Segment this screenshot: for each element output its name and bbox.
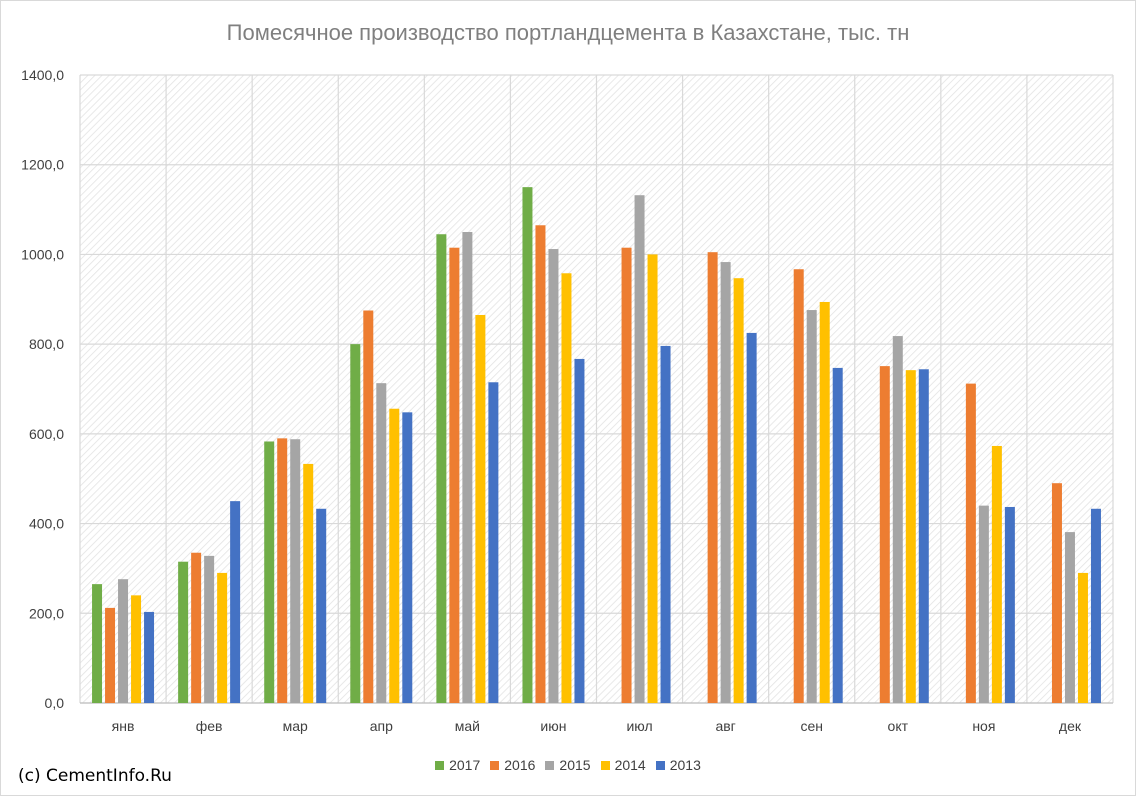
bar-2013-фев xyxy=(230,501,241,703)
bar-2017-апр xyxy=(350,344,361,703)
bar-2014-июл xyxy=(647,254,658,703)
legend-label: 2016 xyxy=(504,757,536,773)
x-tick-label: июл xyxy=(626,718,652,734)
x-tick-label: май xyxy=(455,718,480,734)
bar-2015-дек xyxy=(1064,532,1075,703)
bar-2014-сен xyxy=(819,301,830,703)
bar-2016-мар xyxy=(277,438,288,703)
bar-2014-ноя xyxy=(991,445,1002,703)
x-tick-label: ноя xyxy=(972,718,995,734)
bar-2014-янв xyxy=(131,595,142,703)
bar-2016-янв xyxy=(105,607,116,703)
bar-2015-янв xyxy=(118,579,129,703)
bar-2013-дек xyxy=(1090,508,1101,703)
bar-2013-май xyxy=(488,382,499,703)
y-tick-label: 200,0 xyxy=(29,605,64,621)
bar-2017-май xyxy=(436,234,447,703)
y-tick-label: 400,0 xyxy=(29,516,64,532)
bar-2014-дек xyxy=(1077,572,1088,703)
legend-label: 2013 xyxy=(669,757,701,773)
bar-2015-апр xyxy=(376,383,387,703)
bar-2015-мар xyxy=(290,439,301,703)
bar-2017-фев xyxy=(178,561,189,703)
legend-swatch xyxy=(600,760,610,770)
legend-swatch xyxy=(490,760,500,770)
bar-2013-ноя xyxy=(1004,506,1015,703)
bar-2013-июн xyxy=(574,358,585,703)
bar-2015-фев xyxy=(204,555,215,703)
y-tick-label: 800,0 xyxy=(29,336,64,352)
chart-legend: 2017 2016 2015 2014 2013 xyxy=(0,757,1136,773)
bar-2016-окт xyxy=(879,366,890,703)
bar-2014-июн xyxy=(561,273,572,703)
bar-2014-апр xyxy=(389,408,400,703)
legend-swatch xyxy=(435,760,445,770)
x-tick-label: авг xyxy=(715,718,735,734)
bar-2017-июн xyxy=(522,187,533,704)
legend-swatch xyxy=(655,760,665,770)
bar-2014-фев xyxy=(217,572,228,703)
bar-2015-сен xyxy=(806,310,817,703)
bar-2016-апр xyxy=(363,310,374,703)
legend-swatch xyxy=(545,760,555,770)
bar-2015-май xyxy=(462,232,473,703)
bar-2014-окт xyxy=(905,370,916,703)
legend-label: 2017 xyxy=(449,757,481,773)
x-tick-label: дек xyxy=(1059,718,1082,734)
legend-item-2016: 2016 xyxy=(490,757,535,773)
bar-2016-авг xyxy=(707,252,718,703)
legend-item-2017: 2017 xyxy=(435,757,480,773)
x-tick-label: янв xyxy=(112,718,135,734)
y-tick-label: 1000,0 xyxy=(21,246,64,262)
bar-2013-окт xyxy=(918,369,929,703)
bar-2016-фев xyxy=(191,552,202,703)
y-tick-label: 600,0 xyxy=(29,426,64,442)
bar-2016-июл xyxy=(621,247,632,703)
x-tick-label: мар xyxy=(283,718,308,734)
y-tick-label: 1200,0 xyxy=(21,157,64,173)
chart-title: Помесячное производство портландцемента … xyxy=(226,20,910,45)
x-tick-label: апр xyxy=(370,718,393,734)
x-tick-label: сен xyxy=(800,718,823,734)
x-tick-label: фев xyxy=(196,718,223,734)
bar-2013-авг xyxy=(746,332,757,703)
bar-2013-апр xyxy=(402,412,413,703)
bar-2014-мар xyxy=(303,463,314,703)
legend-item-2015: 2015 xyxy=(545,757,591,773)
bar-2013-мар xyxy=(316,508,327,703)
legend-label: 2015 xyxy=(559,757,591,773)
bar-2016-дек xyxy=(1051,483,1062,703)
bar-2014-май xyxy=(475,314,486,703)
bar-2013-янв xyxy=(144,611,155,703)
bar-2013-июл xyxy=(660,345,671,703)
bar-2016-ноя xyxy=(965,383,976,703)
y-tick-label: 1400,0 xyxy=(21,67,64,83)
bar-2014-авг xyxy=(733,278,744,703)
bar-2015-июн xyxy=(548,249,559,703)
bar-2016-май xyxy=(449,247,460,703)
legend-item-2014: 2014 xyxy=(600,757,646,773)
bar-2015-ноя xyxy=(978,505,989,703)
bar-2015-авг xyxy=(720,262,731,703)
x-tick-label: окт xyxy=(888,718,909,734)
x-tick-label: июн xyxy=(540,718,566,734)
bar-2015-июл xyxy=(634,195,645,703)
legend-label: 2014 xyxy=(614,757,646,773)
legend-item-2013: 2013 xyxy=(655,757,701,773)
credit-text: (c) CementInfo.Ru xyxy=(18,766,172,786)
y-tick-label: 0,0 xyxy=(45,695,65,711)
bar-2013-сен xyxy=(832,367,843,703)
bar-2017-мар xyxy=(264,441,275,703)
bar-2017-янв xyxy=(92,584,103,703)
bar-2015-окт xyxy=(892,336,903,703)
bar-2016-июн xyxy=(535,225,546,703)
bar-2016-сен xyxy=(793,269,804,703)
